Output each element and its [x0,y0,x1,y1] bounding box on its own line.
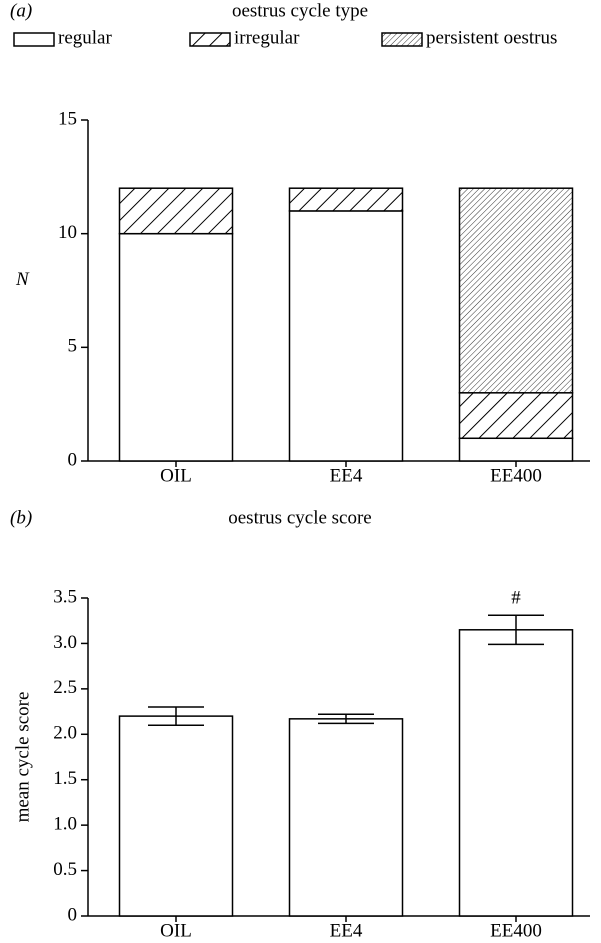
y-tick-label: 0.5 [53,859,77,880]
panel-label: (b) [10,507,32,528]
chart-title: oestrus cycle score [228,507,372,528]
y-tick-label: 2.5 [53,677,77,698]
annotation: # [511,588,521,609]
legend-label: regular [58,27,112,48]
legend-swatch [13,32,55,47]
bar-segment [288,187,404,212]
bar-segment [458,437,574,462]
bar-segment [288,210,404,462]
y-tick-label: 15 [58,108,77,129]
bar [288,718,404,917]
legend-swatch [189,32,231,47]
bar-segment [458,187,574,394]
y-tick-label: 1.5 [53,768,77,789]
y-axis-label: N [15,269,30,290]
y-tick-label: 3.5 [53,586,77,607]
x-tick-label: EE4 [330,920,363,941]
legend-label: persistent oestrus [426,27,557,48]
x-tick-label: OIL [160,920,192,941]
y-tick-label: 0 [68,904,78,925]
y-tick-label: 0 [68,449,78,470]
x-tick-label: EE400 [490,465,542,486]
y-tick-label: 2.0 [53,723,77,744]
bar [118,715,234,917]
chart-title: oestrus cycle type [232,0,368,21]
y-tick-label: 3.0 [53,632,77,653]
panel-label: (a) [10,0,32,21]
x-tick-label: EE4 [330,465,363,486]
bar-segment [118,187,234,235]
y-tick-label: 10 [58,222,77,243]
y-tick-label: 5 [68,336,78,357]
x-tick-label: EE400 [490,920,542,941]
bar-segment [458,392,574,440]
x-tick-label: OIL [160,465,192,486]
bar-segment [118,232,234,462]
legend-label: irregular [234,27,300,48]
y-axis-label: mean cycle score [12,692,33,823]
y-tick-label: 1.0 [53,814,77,835]
bar [458,629,574,917]
legend-swatch [381,32,423,47]
